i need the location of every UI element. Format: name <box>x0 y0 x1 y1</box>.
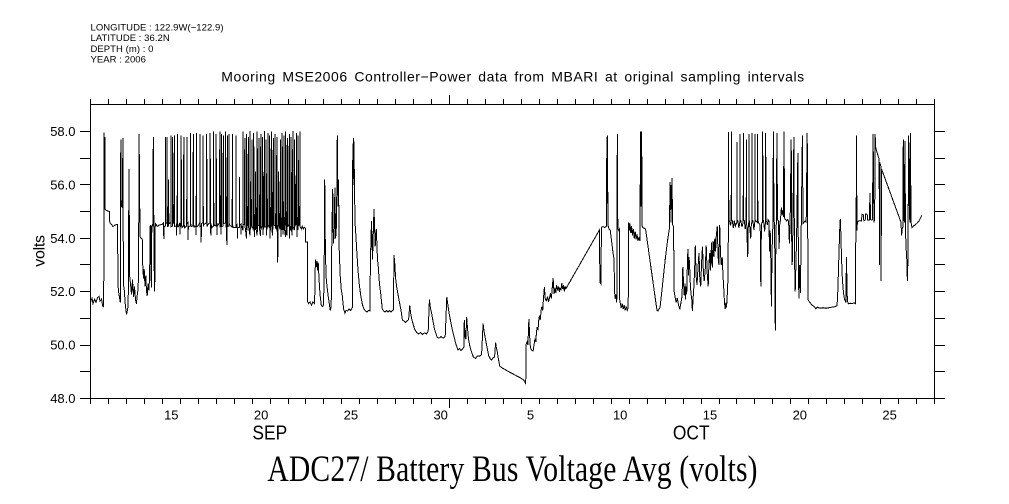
svg-text:56.0: 56.0 <box>50 177 75 192</box>
svg-text:20: 20 <box>254 408 268 423</box>
svg-text:SEP: SEP <box>252 421 287 443</box>
svg-text:58.0: 58.0 <box>50 124 75 139</box>
svg-text:LATITUDE : 36.2N: LATITUDE : 36.2N <box>91 33 170 44</box>
svg-text:OCT: OCT <box>673 421 710 443</box>
svg-text:54.0: 54.0 <box>50 231 75 246</box>
svg-text:15: 15 <box>703 408 717 423</box>
svg-text:LONGITUDE : 122.9W(−122.9): LONGITUDE : 122.9W(−122.9) <box>91 23 224 34</box>
svg-text:YEAR : 2006: YEAR : 2006 <box>91 55 146 66</box>
svg-text:50.0: 50.0 <box>50 338 75 353</box>
svg-text:DEPTH (m) : 0: DEPTH (m) : 0 <box>91 44 154 55</box>
svg-text:25: 25 <box>882 408 896 423</box>
svg-text:48.0: 48.0 <box>50 391 75 406</box>
svg-text:ADC27/ Battery Bus Voltage Avg: ADC27/ Battery Bus Voltage Avg (volts) <box>267 449 757 490</box>
svg-text:volts: volts <box>32 235 49 267</box>
svg-text:5: 5 <box>527 408 534 423</box>
svg-text:Mooring MSE2006 Controller−Pow: Mooring MSE2006 Controller−Power data fr… <box>221 69 804 85</box>
svg-text:30: 30 <box>433 408 447 423</box>
svg-text:15: 15 <box>164 408 178 423</box>
svg-text:20: 20 <box>793 408 807 423</box>
svg-text:10: 10 <box>613 408 627 423</box>
svg-text:25: 25 <box>344 408 358 423</box>
svg-text:52.0: 52.0 <box>50 284 75 299</box>
